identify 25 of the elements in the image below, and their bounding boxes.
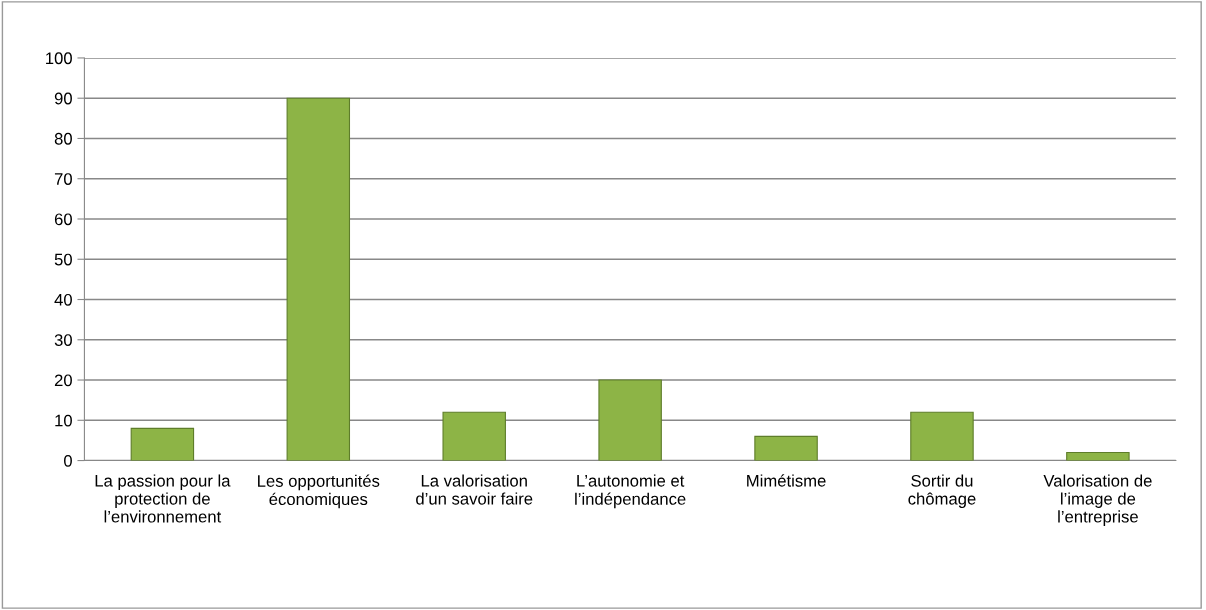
bar <box>442 411 506 461</box>
bar <box>754 435 818 461</box>
bar <box>598 379 662 461</box>
x-tick-label: La valorisation d’un savoir faire <box>416 474 533 505</box>
y-tick-label: 20 <box>54 374 72 387</box>
y-tick-label: 50 <box>54 253 72 266</box>
y-tick-label: 80 <box>54 132 72 145</box>
y-tick-label: 10 <box>55 414 72 427</box>
x-tick-label: La passion pour la protection de l’environnement <box>95 474 231 523</box>
y-tick-label: 90 <box>54 92 72 105</box>
x-tick-label: Les opportunités économiques <box>258 474 380 509</box>
x-tick-label: L’autonomie et l’indépendance <box>575 474 686 509</box>
x-tick-label: Sortir du chômage <box>908 474 976 508</box>
y-tick-label: 70 <box>54 173 72 185</box>
bar <box>286 97 351 461</box>
x-tick-label: Valorisation de l’image de l’entreprise <box>1043 474 1152 526</box>
y-tick-label: 60 <box>54 213 72 226</box>
y-tick-label: 0 <box>64 454 72 467</box>
y-tick-label: 30 <box>54 334 72 346</box>
bar <box>910 411 974 461</box>
bar <box>130 427 195 461</box>
bar <box>1066 451 1130 461</box>
x-tick-label: Mimétisme <box>747 474 826 487</box>
y-tick-label: 40 <box>54 293 72 306</box>
y-tick-label: 100 <box>46 52 72 65</box>
